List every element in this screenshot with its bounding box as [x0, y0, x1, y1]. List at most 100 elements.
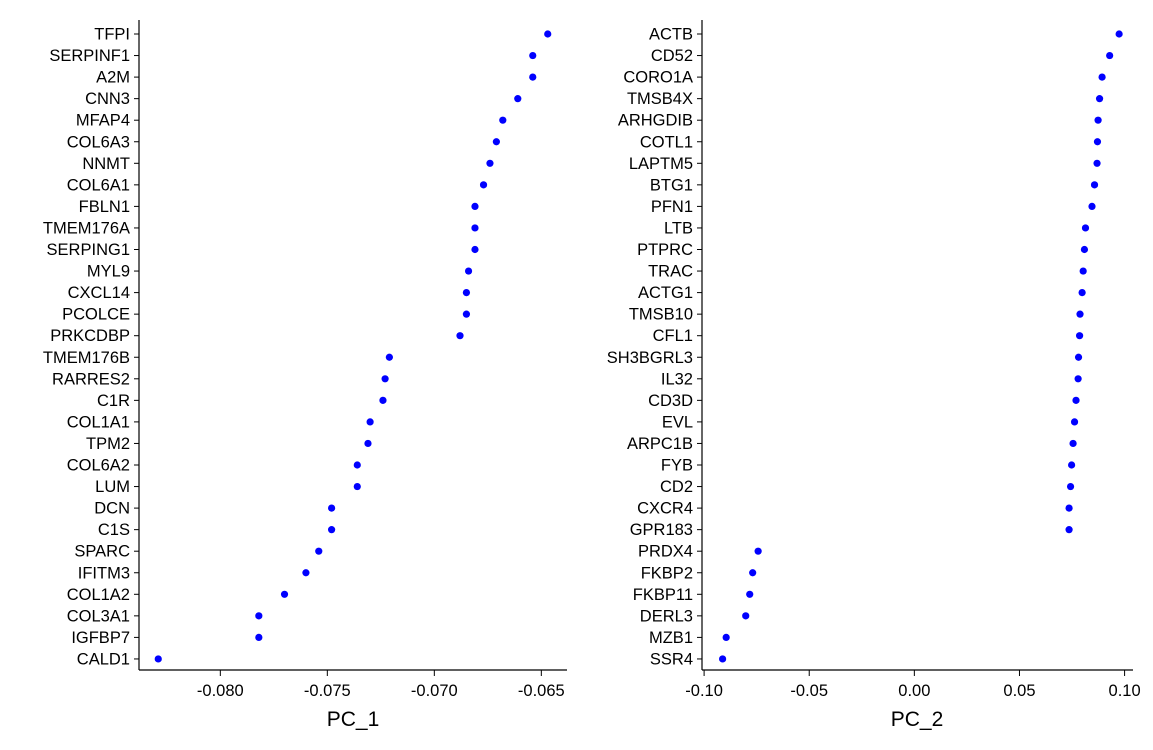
pc1-data-point [379, 396, 387, 404]
pc2-gene-label: SSR4 [650, 650, 693, 668]
pc2-gene-label: TRAC [648, 263, 693, 281]
pc1-gene-label: COL6A2 [67, 457, 130, 475]
pc2-gene-label: FKBP11 [633, 586, 693, 604]
pc2-gene-label: CORO1A [623, 69, 693, 87]
pc1-gene-label: SPARC [74, 543, 130, 561]
pc2-data-point [722, 633, 730, 642]
pc2-gene-label: CD52 [651, 47, 693, 65]
pc2-data-point [1074, 353, 1083, 361]
pc1-x-tick-label: -0.075 [304, 682, 351, 700]
pc2-data-point [1115, 30, 1123, 38]
pc2-gene-label: COTL1 [640, 133, 693, 151]
pc2-gene-label: TMSB10 [629, 306, 693, 324]
pc1-gene-label: MFAP4 [76, 112, 130, 130]
pc1-gene-label: TFPI [94, 26, 130, 44]
pc2-gene-label: CD2 [660, 478, 693, 496]
pc2-data-point [1098, 73, 1106, 81]
pc2-x-tick-label: 0.00 [898, 682, 930, 700]
pc1-gene-label: COL1A1 [67, 413, 130, 431]
pc1-data-point [255, 612, 263, 620]
pc1-gene-label: LUM [95, 478, 130, 496]
pc2-data-point [1070, 418, 1079, 426]
pc2-data-point [1088, 202, 1096, 210]
pc2-gene-label: IL32 [661, 370, 693, 388]
pc1-data-point [280, 590, 289, 598]
pc2-data-point [1080, 245, 1089, 254]
pc1-gene-label: TMEM176A [43, 219, 130, 237]
pc2-data-point [1081, 224, 1090, 232]
pc2-gene-label: ARPC1B [627, 435, 693, 453]
pc2-data-point [1072, 396, 1080, 404]
pc2-gene-label: MZB1 [649, 629, 693, 647]
pc2-data-point [1068, 461, 1076, 469]
pc1-gene-label: NNMT [82, 155, 130, 173]
pc2-data-point [1065, 504, 1073, 512]
pc1-gene-label: CNN3 [85, 90, 130, 108]
pc2-data-point [1093, 138, 1102, 146]
pc1-gene-label: IGFBP7 [71, 629, 130, 647]
pc1-data-point [464, 267, 473, 275]
pc1-data-point [381, 375, 389, 383]
pc1-data-point [328, 504, 336, 512]
pc2-gene-label: CFL1 [653, 327, 693, 345]
pc2-gene-label: GPR183 [630, 521, 693, 539]
pc1-gene-label: CALD1 [77, 650, 130, 668]
pc2-gene-label: DERL3 [640, 607, 693, 625]
pc2-data-point [1066, 482, 1075, 491]
pc2-gene-label: EVL [662, 413, 693, 431]
pc1-data-point [315, 547, 323, 555]
pc1-gene-label: PCOLCE [62, 306, 130, 324]
pc1-data-point [255, 633, 263, 642]
pc1-data-point [353, 482, 361, 491]
pc1-gene-label: IFITM3 [78, 564, 130, 582]
pc1-data-point [385, 353, 393, 361]
pc2-data-point [1076, 310, 1084, 318]
pc2-gene-label: ACTB [649, 26, 693, 44]
pc2-gene-label: LAPTM5 [629, 155, 693, 173]
pc1-gene-label: TMEM176B [43, 349, 130, 367]
pc2-x-tick-label: 0.05 [1003, 682, 1035, 700]
pc1-data-point [471, 224, 479, 232]
pc1-data-point [302, 569, 310, 577]
pc1-data-point [544, 30, 552, 38]
pc1-x-tick-label: -0.080 [197, 682, 244, 700]
pc1-x-tick-label: -0.065 [518, 682, 565, 700]
pc2-loadings-panel: ACTB CD52 CORO1A TMSB4X ARHGDIB COTL1 LAPTM5 BT… [607, 20, 1141, 731]
pc1-data-point [364, 439, 372, 448]
pc2-data-point [746, 590, 754, 598]
pc2-x-tick-label: -0.05 [790, 682, 828, 700]
pc1-gene-label: COL3A1 [67, 607, 130, 625]
pc2-data-point [742, 612, 750, 620]
pc2-gene-label: ACTG1 [638, 284, 693, 302]
pc1-gene-label: A2M [96, 69, 130, 87]
pc1-data-point [353, 461, 361, 469]
pc1-gene-label: CXCL14 [68, 284, 130, 302]
pc2-gene-label: CD3D [648, 392, 693, 410]
pc1-data-point [471, 245, 479, 254]
pc2-gene-label: FKBP2 [641, 564, 693, 582]
pc1-data-point [514, 95, 522, 103]
pc1-gene-label: COL6A1 [67, 176, 130, 194]
pc2-gene-label: ARHGDIB [618, 112, 693, 130]
pc2-gene-label: PRDX4 [638, 543, 693, 561]
pc1-x-axis-title: PC_1 [327, 708, 380, 731]
pc2-data-point [749, 569, 757, 577]
pc2-gene-label: BTG1 [650, 176, 693, 194]
pc1-data-point [479, 181, 488, 189]
pc2-data-point [1090, 181, 1099, 189]
pc2-data-point [1069, 439, 1077, 448]
pc1-data-point [328, 526, 336, 534]
pc2-data-point [1106, 51, 1114, 60]
pc2-data-point [754, 547, 762, 555]
pc2-x-tick-label: -0.10 [685, 682, 723, 700]
pc2-data-point [1078, 289, 1086, 297]
pc1-data-point [529, 73, 537, 81]
pc2-gene-label: PFN1 [651, 198, 693, 216]
pc2-data-point [1093, 159, 1101, 167]
pc1-gene-label: SERPING1 [47, 241, 130, 259]
pc2-gene-label: CXCR4 [637, 500, 693, 518]
pc1-gene-label: C1R [97, 392, 130, 410]
pc2-x-tick-label: 0.10 [1109, 682, 1141, 700]
pc2-gene-label: FYB [661, 457, 693, 475]
